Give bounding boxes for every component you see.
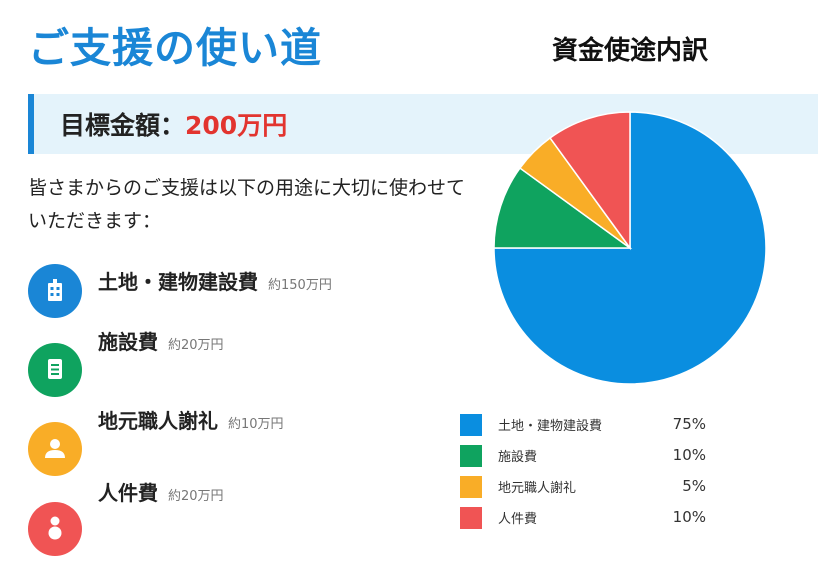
chart-title: 資金使途内訳 — [551, 36, 708, 66]
legend-swatch — [460, 476, 482, 498]
person-icon — [28, 422, 82, 476]
legend-item: 施設費 10% — [460, 441, 720, 472]
goal-amount: 200万円 — [185, 111, 288, 140]
legend-swatch — [460, 507, 482, 529]
usage-item-name: 土地・建物建設費 — [98, 270, 258, 294]
pie-chart — [493, 111, 767, 385]
legend-value: 5% — [682, 477, 706, 495]
legend-value: 10% — [672, 446, 706, 464]
people-icon — [28, 502, 82, 556]
usage-item-amount: 約20万円 — [168, 489, 224, 504]
goal-label: 目標金額： — [60, 111, 186, 140]
usage-item-name: 人件費 — [98, 481, 158, 505]
legend-label: 土地・建物建設費 — [498, 419, 603, 434]
legend-value: 75% — [672, 415, 706, 433]
usage-item-facility: 施設費 約20万円 — [98, 326, 224, 355]
intro-text: 皆さまからのご支援は以下の用途に大切に使わせていただきます： — [28, 177, 466, 232]
legend-swatch — [460, 414, 482, 436]
usage-item-amount: 約150万円 — [268, 278, 332, 293]
legend-value: 10% — [672, 508, 706, 526]
legend-label: 人件費 — [498, 512, 538, 527]
legend-swatch — [460, 445, 482, 467]
legend-item: 土地・建物建設費 75% — [460, 410, 720, 441]
legend-label: 施設費 — [498, 450, 538, 465]
chart-legend: 土地・建物建設費 75% 施設費 10% 地元職人謝礼 5% 人件費 10% — [460, 410, 720, 534]
usage-item-personnel: 人件費 約20万円 — [98, 477, 224, 506]
document-icon — [28, 343, 82, 397]
usage-item-name: 地元職人謝礼 — [98, 409, 218, 433]
usage-item-amount: 約10万円 — [228, 417, 284, 432]
pie-slice — [493, 167, 633, 249]
pie-slice — [549, 111, 631, 251]
usage-item-amount: 約20万円 — [168, 338, 224, 353]
page-title: ご支援の使い道 — [28, 24, 322, 72]
legend-label: 地元職人謝礼 — [498, 481, 577, 496]
usage-item-name: 施設費 — [98, 330, 158, 354]
legend-item: 人件費 10% — [460, 503, 720, 534]
legend-item: 地元職人謝礼 5% — [460, 472, 720, 503]
usage-item-artisan: 地元職人謝礼 約10万円 — [98, 405, 284, 434]
usage-item-building: 土地・建物建設費 約150万円 — [98, 266, 332, 295]
building-icon — [28, 264, 82, 318]
